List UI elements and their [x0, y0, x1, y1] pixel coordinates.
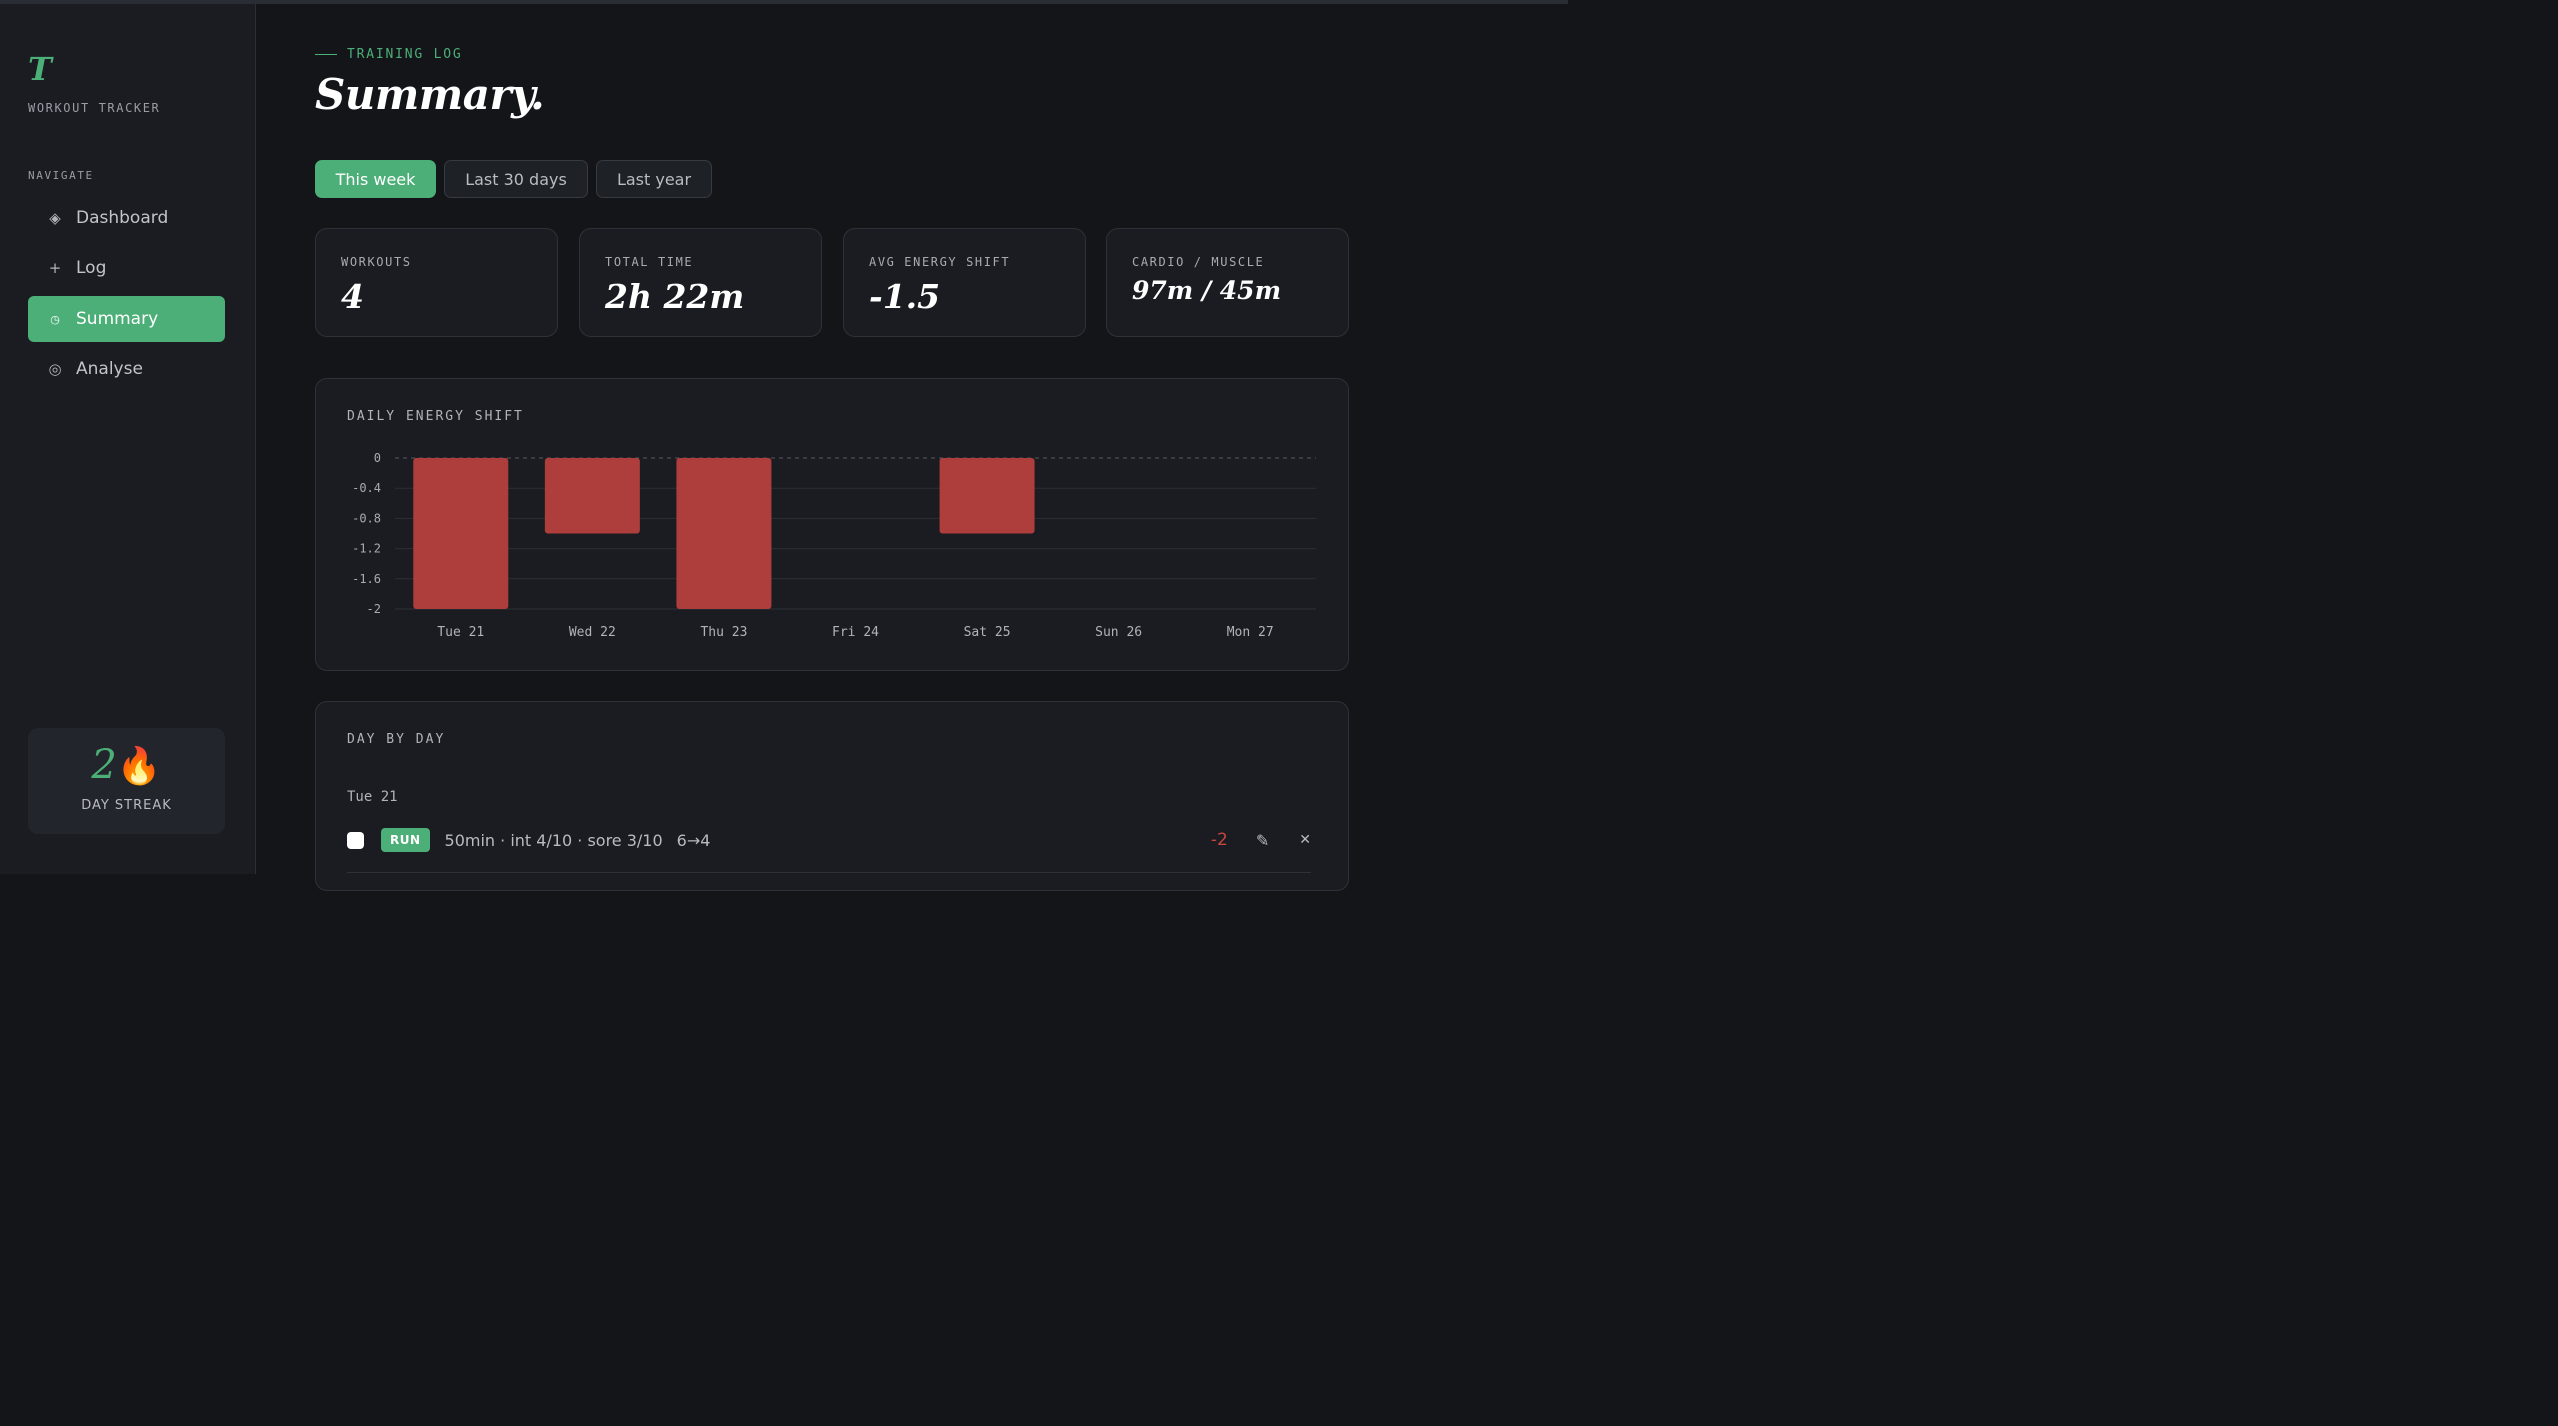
sidebar-item-analyse[interactable]: ◎ Analyse — [28, 346, 225, 392]
sidebar-item-summary[interactable]: ◷ Summary — [28, 296, 225, 342]
y-tick-label: -1.6 — [352, 572, 381, 586]
y-tick-label: -2 — [367, 602, 381, 616]
x-tick-label: Wed 22 — [569, 625, 616, 640]
y-tick-label: -1.2 — [352, 542, 381, 556]
app-name: WORKOUT TRACKER — [28, 101, 161, 115]
streak-count: 2🔥 — [28, 742, 225, 788]
tab-last-year[interactable]: Last year — [596, 160, 712, 198]
nav-heading: NAVIGATE — [28, 169, 94, 182]
day-by-day-card: DAY BY DAY Tue 21 RUN 50min · int 4/10 ·… — [315, 701, 1349, 891]
energy-chart-card: DAILY ENERGY SHIFT 0 -0.4 -0.8 -1.2 -1.6 -2 Tu… — [315, 378, 1349, 671]
x-tick-label: Sun 26 — [1095, 625, 1142, 640]
page-eyebrow: TRAINING LOG — [315, 47, 463, 62]
circle-icon: ◎ — [48, 360, 62, 378]
stat-card-avg-energy-shift: AVG ENERGY SHIFT -1.5 — [843, 228, 1086, 337]
sidebar-item-dashboard[interactable]: ◈ Dashboard — [28, 195, 225, 241]
x-tick-label: Thu 23 — [700, 625, 747, 640]
day-by-day-title: DAY BY DAY — [347, 732, 446, 747]
entry-actions: -2 ✎ ✕ — [1211, 830, 1311, 850]
workout-entry: RUN 50min · int 4/10 · sore 3/10 6→4 -2 … — [347, 822, 1311, 858]
streak-label: DAY STREAK — [81, 798, 172, 813]
sidebar-item-label: Summary — [76, 309, 159, 329]
entry-divider — [347, 872, 1311, 873]
workout-type-badge: RUN — [381, 828, 430, 852]
stat-value: 4 — [341, 277, 364, 316]
x-tick-label: Fri 24 — [832, 625, 879, 640]
energy-delta: -2 — [1210, 830, 1228, 850]
stat-card-total-time: TOTAL TIME 2h 22m — [579, 228, 822, 337]
entry-details: 50min · int 4/10 · sore 3/10 — [444, 830, 663, 850]
stat-value: -1.5 — [869, 277, 941, 316]
clock-icon: ◷ — [50, 312, 60, 326]
close-icon[interactable]: ✕ — [1299, 832, 1311, 848]
tab-this-week[interactable]: This week — [315, 160, 436, 198]
chart-bar — [413, 458, 509, 609]
stat-label: WORKOUTS — [341, 255, 412, 269]
sidebar-item-label: Log — [76, 258, 107, 278]
chart-title: DAILY ENERGY SHIFT — [347, 409, 524, 424]
stat-card-cardio-muscle: CARDIO / MUSCLE 97m / 45m — [1106, 228, 1349, 337]
x-tick-label: Tue 21 — [437, 625, 484, 640]
eyebrow-dash — [315, 54, 337, 55]
sidebar-item-label: Analyse — [76, 359, 143, 379]
diamond-icon: ◈ — [49, 209, 61, 227]
tab-last-30-days[interactable]: Last 30 days — [444, 160, 588, 198]
day-label: Tue 21 — [347, 789, 398, 805]
stat-label: TOTAL TIME — [605, 255, 694, 269]
energy-shift-chart: 0 -0.4 -0.8 -1.2 -1.6 -2 Tue 21 Wed 22 Thu 23 Fri… — [352, 451, 1316, 640]
chart-bar — [676, 458, 772, 609]
sidebar-item-label: Dashboard — [76, 208, 169, 228]
stat-value: 2h 22m — [605, 277, 745, 316]
stat-label: CARDIO / MUSCLE — [1132, 255, 1265, 269]
stat-card-workouts: WORKOUTS 4 — [315, 228, 558, 337]
chart-bar — [544, 458, 640, 534]
fire-icon: 🔥 — [116, 746, 162, 787]
app-logo: T — [28, 50, 52, 88]
stat-value: 97m / 45m — [1132, 276, 1282, 305]
streak-value: 2 — [91, 742, 117, 788]
sidebar-item-log[interactable]: + Log — [28, 245, 225, 291]
y-tick-label: 0 — [374, 451, 381, 465]
x-tick-label: Mon 27 — [1227, 625, 1274, 640]
entry-checkbox[interactable] — [347, 831, 364, 849]
y-tick-label: -0.8 — [352, 511, 381, 525]
entry-energy-change: 6→4 — [676, 830, 711, 850]
y-tick-label: -0.4 — [352, 481, 381, 495]
chart-bar — [939, 458, 1035, 534]
plus-icon: + — [48, 259, 62, 277]
window-top-border — [0, 0, 1568, 4]
page-title: Summary. — [315, 70, 545, 119]
x-tick-label: Sat 25 — [964, 625, 1011, 640]
eyebrow-text: TRAINING LOG — [347, 47, 463, 62]
pencil-icon[interactable]: ✎ — [1255, 830, 1270, 850]
sidebar: T WORKOUT TRACKER NAVIGATE ◈ Dashboard +… — [0, 4, 256, 874]
stat-label: AVG ENERGY SHIFT — [869, 255, 1011, 269]
streak-card: 2🔥 DAY STREAK — [28, 728, 225, 834]
